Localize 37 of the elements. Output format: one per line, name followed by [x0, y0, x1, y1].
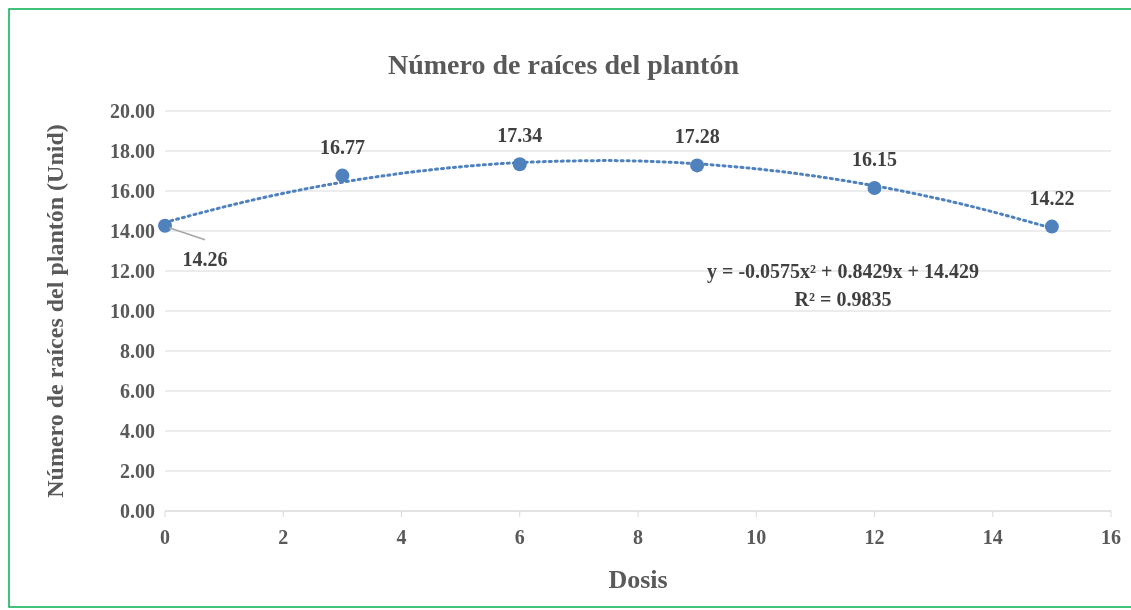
x-tick-label: 0	[160, 526, 170, 548]
point	[335, 168, 350, 183]
data-label: 17.34	[497, 124, 543, 147]
x-tick-label: 6	[514, 526, 525, 548]
point	[158, 218, 172, 233]
x-tick-label: 10	[746, 526, 767, 548]
y-tick-label: 12.00	[110, 260, 155, 282]
y-tick-label: 20.00	[110, 100, 155, 122]
annotation: R² = 0.9835	[794, 288, 892, 310]
y-tick-label: 4.00	[120, 420, 155, 442]
point	[690, 158, 705, 173]
y-tick-label: 6.00	[120, 380, 155, 402]
annotation: y = -0.0575x² + 0.8429x + 14.429	[707, 260, 979, 283]
point	[1044, 219, 1059, 234]
x-tick-label: 8	[633, 526, 643, 548]
x-axis-title: Dosis	[608, 565, 668, 594]
y-tick-label: 0.00	[120, 500, 155, 522]
y-tick-label: 18.00	[110, 140, 155, 162]
data-label: 17.28	[674, 125, 720, 148]
y-axis-title: Número de raíces del plantón (Unid)	[42, 124, 68, 498]
data-label: 16.15	[852, 148, 897, 170]
y-tick-label: 8.00	[120, 340, 155, 362]
point	[512, 157, 527, 172]
x-tick-label: 2	[278, 526, 289, 548]
x-tick-label: 12	[864, 526, 885, 548]
y-tick-label: 14.00	[110, 220, 155, 242]
data-label: 16.77	[319, 135, 365, 158]
point	[867, 181, 882, 195]
data-label: 14.22	[1029, 186, 1075, 209]
chart-title: Número de raíces del plantón	[387, 49, 740, 80]
x-tick-label: 4	[396, 526, 407, 548]
y-tick-label: 10.00	[110, 300, 155, 322]
x-tick-label: 14	[982, 526, 1003, 548]
data-label: 14.26	[182, 247, 228, 270]
y-tick-label: 2.00	[120, 460, 155, 482]
x-tick-label: 16	[1101, 526, 1121, 548]
y-tick-label: 16.00	[110, 180, 155, 202]
